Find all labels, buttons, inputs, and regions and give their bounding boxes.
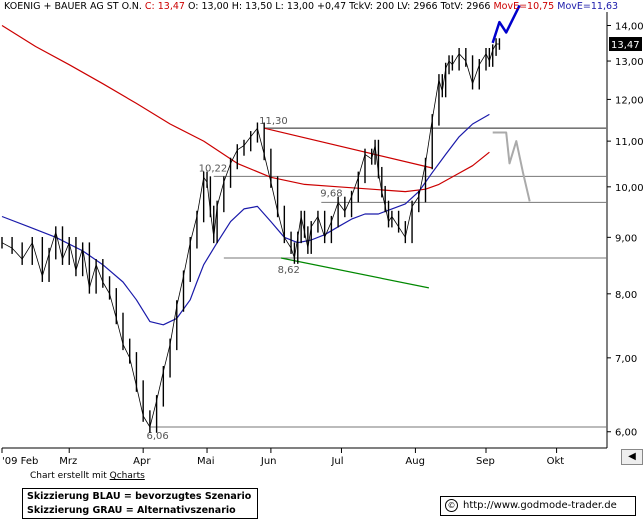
header-title: KOENIG + BAUER AG ST O.N. <box>4 1 145 12</box>
y-tick-label: 12,00 <box>615 95 643 106</box>
header-ma200: MovE=10,75 <box>493 1 555 12</box>
price-line <box>1 43 500 428</box>
y-tick-label: 13,00 <box>615 57 643 68</box>
y-tick-label: 7,00 <box>615 354 637 365</box>
header-ma50: MovE=11,63 <box>557 1 619 12</box>
last-price-label: 13,47 <box>611 40 640 51</box>
header-close: C: 13,47 <box>144 1 185 12</box>
level-label: 10,22 <box>199 163 228 174</box>
level-label: 8,62 <box>278 265 300 276</box>
source-url-box[interactable]: © http://www.godmode-trader.de <box>440 496 636 516</box>
legend-blue: Skizzierung BLAU = bevorzugtes Szenario <box>27 491 252 502</box>
x-tick-label: Okt <box>547 456 565 467</box>
level-label: 9,68 <box>320 188 342 199</box>
y-tick-label: 8,00 <box>615 290 637 301</box>
y-tick-label: 6,00 <box>615 428 637 439</box>
ma200-line <box>1 24 490 193</box>
x-tick-label: Mrz <box>59 456 77 467</box>
scroll-left-icon[interactable]: ◀ <box>621 449 643 465</box>
y-tick-label: 14,00 <box>615 22 643 33</box>
chart-credit: Chart erstellt mit Qcharts <box>30 471 145 481</box>
x-tick-label: Jun <box>260 456 277 467</box>
qcharts-link[interactable]: Qcharts <box>109 471 145 481</box>
x-tick-label: Apr <box>133 456 151 467</box>
scenario-gray-path <box>492 131 531 202</box>
resistance-trendline <box>264 127 433 169</box>
x-tick-label: Aug <box>405 456 425 467</box>
x-tick-label: Jul <box>330 456 343 467</box>
header-ohlc: O: 13,00 H: 13,50 L: 13,00 +0,47 TckV: 2… <box>184 1 494 12</box>
chart-header: KOENIG + BAUER AG ST O.N. C: 13,47 O: 13… <box>4 1 618 12</box>
scenario-legend: Skizzierung BLAU = bevorzugtes Szenario … <box>22 488 258 519</box>
x-tick-label: '09 Feb <box>2 456 38 467</box>
credit-prefix: Chart erstellt mit <box>30 471 110 481</box>
level-label: 11,30 <box>259 116 288 127</box>
source-url[interactable]: http://www.godmode-trader.de <box>463 500 617 511</box>
y-tick-label: 11,00 <box>615 137 643 148</box>
legend-gray: Skizzierung GRAU = Alternativszenario <box>27 505 236 516</box>
level-label: 6,06 <box>147 431 169 442</box>
x-tick-label: Mai <box>197 456 215 467</box>
support-trendline <box>280 257 430 289</box>
scenario-blue-path <box>491 4 521 44</box>
copyright-icon: © <box>445 498 458 512</box>
last-price-box <box>609 37 642 52</box>
y-tick-label: 10,00 <box>615 183 643 194</box>
x-tick-label: Sep <box>476 456 495 467</box>
y-tick-label: 9,00 <box>615 233 637 244</box>
ma50-line <box>1 113 490 326</box>
